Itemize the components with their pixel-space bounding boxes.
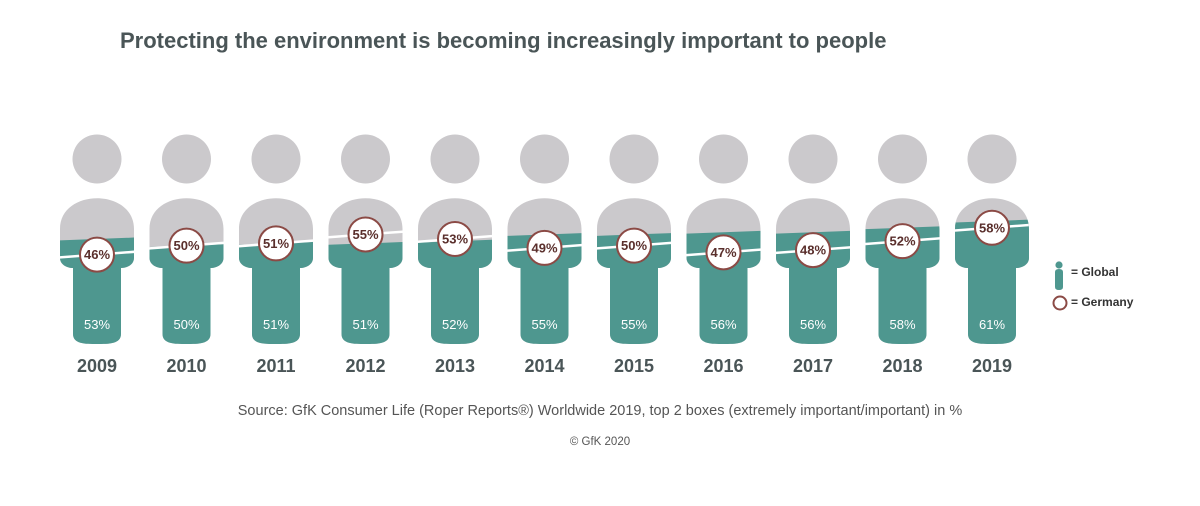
germany-marker-2012 (347, 216, 384, 253)
germany-marker-2009 (79, 236, 115, 273)
germany-value-label-2012: 55% (352, 227, 378, 242)
legend-global-label: = Global (1071, 265, 1119, 279)
global-fill-2009 (60, 237, 134, 344)
source-note: Source: GfK Consumer Life (Roper Reports… (237, 403, 963, 419)
global-value-label-2013: 52% (442, 317, 468, 332)
global-fill-2017 (776, 230, 850, 344)
global-value-label-2014: 55% (531, 317, 557, 332)
person-figure-2017: 48% 56% 2017 (776, 134, 850, 376)
person-figure-2009: 46% 53% 2009 (60, 134, 134, 376)
person-figure-2013: 53% 52% 2013 (418, 134, 492, 376)
person-head-2018 (878, 134, 927, 184)
person-figure-2012: 55% 51% 2012 (328, 134, 403, 376)
germany-value-label-2009: 46% (84, 247, 110, 262)
germany-value-label-2010: 50% (173, 238, 199, 253)
germany-marker-2017 (795, 232, 831, 269)
global-value-label-2019: 61% (979, 317, 1005, 332)
germany-value-label-2011: 51% (263, 236, 289, 251)
legend-germany-label: = Germany (1071, 295, 1134, 309)
germany-value-label-2016: 47% (710, 245, 736, 260)
global-fill-2010 (149, 244, 224, 344)
person-head-2012 (341, 134, 390, 184)
year-label-2014: 2014 (524, 356, 564, 376)
person-figure-2016: 47% 56% 2016 (686, 134, 761, 376)
global-value-label-2016: 56% (710, 317, 736, 332)
person-head-2017 (788, 134, 838, 184)
legend-global-icon (1055, 261, 1063, 290)
global-fill-2015 (597, 232, 671, 344)
person-head-2016 (699, 134, 748, 184)
person-head-2019 (967, 134, 1017, 184)
germany-marker-2016 (705, 234, 742, 271)
year-label-2013: 2013 (435, 356, 475, 376)
year-label-2012: 2012 (345, 356, 385, 376)
person-figure-2018: 52% 58% 2018 (865, 134, 940, 376)
global-fill-2016 (686, 230, 761, 344)
pictogram-chart: 46% 53% 2009 50% 50% 2010 51% 51% 2011 55% 51% 2012… (60, 134, 1068, 376)
germany-value-label-2013: 53% (442, 231, 468, 246)
person-head-2015 (609, 134, 659, 184)
year-label-2011: 2011 (256, 356, 295, 376)
year-label-2015: 2015 (614, 356, 654, 376)
germany-marker-2011 (258, 225, 294, 262)
global-value-label-2015: 55% (621, 317, 647, 332)
person-head-2009 (72, 134, 122, 184)
year-label-2009: 2009 (77, 356, 117, 376)
global-fill-2013 (418, 239, 492, 344)
global-value-label-2009: 53% (84, 317, 110, 332)
global-value-label-2017: 56% (800, 317, 826, 332)
germany-marker-2013 (437, 220, 473, 257)
chart-title: Protecting the environment is becoming i… (120, 28, 887, 53)
person-figure-2011: 51% 51% 2011 (239, 134, 313, 376)
global-value-label-2018: 58% (889, 317, 915, 332)
germany-marker-2015 (616, 227, 652, 264)
person-figure-2019: 58% 61% 2019 (955, 134, 1029, 376)
germany-value-label-2014: 49% (531, 240, 557, 255)
person-head-2013 (430, 134, 480, 184)
person-head-2011 (251, 134, 301, 184)
germany-value-label-2018: 52% (889, 234, 915, 249)
germany-value-label-2017: 48% (800, 243, 826, 258)
person-figure-2015: 50% 55% 2015 (597, 134, 671, 376)
global-value-label-2010: 50% (173, 317, 199, 332)
germany-value-label-2015: 50% (621, 238, 647, 253)
germany-marker-2010 (168, 227, 205, 264)
person-head-2014 (520, 134, 569, 184)
copyright-note: © GfK 2020 (569, 436, 631, 448)
global-fill-2018 (865, 226, 940, 344)
germany-value-label-2019: 58% (979, 220, 1005, 235)
germany-marker-2019 (974, 209, 1010, 246)
year-label-2010: 2010 (166, 356, 206, 376)
person-figure-2014: 49% 55% 2014 (507, 134, 582, 376)
germany-marker-2014 (526, 229, 563, 266)
global-fill-2011 (239, 241, 313, 344)
year-label-2017: 2017 (793, 356, 833, 376)
person-head-2010 (162, 134, 211, 184)
global-fill-2019 (955, 219, 1029, 344)
person-figure-2010: 50% 50% 2010 (149, 134, 224, 376)
global-fill-2014 (507, 232, 582, 344)
global-fill-2012 (328, 241, 403, 344)
year-label-2016: 2016 (703, 356, 743, 376)
global-value-label-2011: 51% (263, 317, 289, 332)
legend-germany-icon (1052, 295, 1068, 311)
germany-marker-2018 (884, 223, 921, 260)
global-value-label-2012: 51% (352, 317, 378, 332)
year-label-2018: 2018 (882, 356, 922, 376)
year-label-2019: 2019 (972, 356, 1012, 376)
